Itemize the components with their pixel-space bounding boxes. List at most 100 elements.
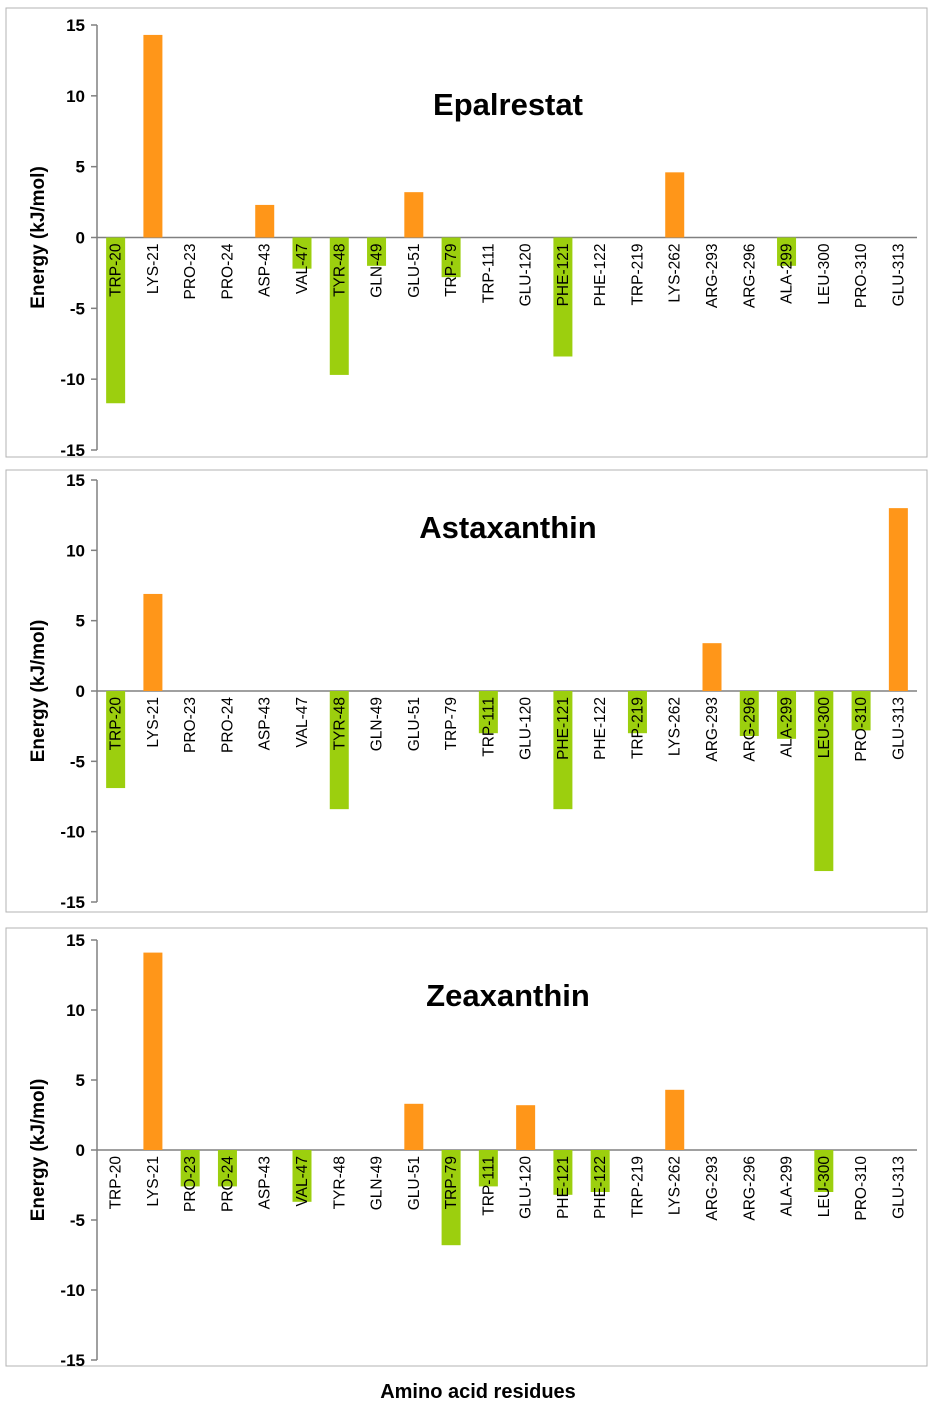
y-tick-label: 15: [66, 931, 85, 950]
category-label: ARG-293: [704, 244, 721, 309]
category-label: TRP-111: [480, 697, 497, 757]
category-label: PHE-121: [555, 244, 572, 307]
bar: [404, 192, 424, 238]
category-label: ARG-293: [704, 697, 721, 762]
category-label: ALA-299: [779, 1156, 796, 1216]
category-label: PRO-310: [853, 697, 870, 762]
bar: [553, 237, 573, 357]
category-label: LYS-262: [667, 244, 684, 303]
bar: [292, 237, 312, 269]
bar: [143, 34, 163, 238]
category-label: GLU-313: [890, 697, 907, 760]
category-label: ASP-43: [257, 697, 274, 750]
bar: [143, 593, 163, 691]
bar: [888, 508, 908, 691]
category-label: LEU-300: [816, 243, 833, 305]
bar: [180, 1150, 200, 1187]
category-label: VAL-47: [294, 244, 311, 295]
y-axis-title: Energy (kJ/mol): [28, 166, 49, 309]
y-tick-label: 0: [76, 682, 85, 701]
y-tick-label: 0: [76, 1141, 85, 1160]
category-label: TRP-219: [629, 1156, 646, 1218]
bar: [478, 1150, 498, 1187]
category-label: ALA-299: [779, 244, 796, 304]
category-label: PRO-24: [219, 697, 236, 753]
bar: [255, 204, 275, 238]
y-tick-label: -10: [60, 823, 85, 842]
bar: [516, 1105, 536, 1150]
bar: [702, 643, 722, 691]
category-label: ASP-43: [257, 244, 274, 297]
category-label: TYR-48: [331, 1156, 348, 1209]
y-axis-title: Energy (kJ/mol): [28, 1079, 49, 1222]
category-label: TRP-20: [108, 697, 125, 751]
y-tick-label: -15: [60, 441, 85, 460]
chart-frame: [5, 469, 928, 913]
category-label: TRP-111: [480, 244, 497, 304]
bar: [106, 691, 126, 789]
category-label: LYS-21: [145, 697, 162, 748]
category-label: TRP-20: [108, 243, 125, 297]
category-label: ARG-293: [704, 1156, 721, 1221]
category-label: GLU-120: [518, 1156, 535, 1219]
category-label: PRO-23: [182, 1156, 199, 1212]
category-label: GLU-51: [406, 244, 423, 298]
y-tick-label: -5: [70, 299, 85, 318]
bar: [404, 1103, 424, 1150]
category-label: LEU-300: [816, 697, 833, 759]
category-label: TRP-79: [443, 1156, 460, 1209]
bar: [217, 1150, 237, 1187]
category-label: GLN-49: [369, 244, 386, 298]
category-label: GLN-49: [369, 697, 386, 751]
bar: [367, 237, 387, 266]
bar: [553, 1150, 573, 1195]
category-label: GLU-313: [890, 244, 907, 307]
category-label: GLU-120: [518, 243, 535, 306]
category-label: TRP-20: [108, 1156, 125, 1210]
category-label: PHE-121: [555, 1156, 572, 1219]
y-tick-label: -10: [60, 370, 85, 389]
category-label: PRO-310: [853, 243, 870, 308]
bar: [777, 691, 797, 739]
y-tick-label: 15: [66, 16, 85, 35]
category-label: PRO-24: [219, 243, 236, 299]
category-label: LEU-300: [816, 1156, 833, 1218]
category-label: TYR-48: [331, 244, 348, 297]
bar: [777, 237, 797, 266]
bar: [441, 1150, 461, 1246]
bar: [106, 237, 126, 404]
bar: [292, 1150, 312, 1202]
category-label: LYS-21: [145, 1156, 162, 1207]
category-label: ARG-296: [741, 244, 758, 309]
category-label: ALA-299: [779, 697, 796, 757]
chart-frame: [5, 927, 928, 1367]
chart-title: Epalrestat: [433, 87, 583, 122]
chart-frame: [5, 7, 928, 458]
category-label: PRO-23: [182, 244, 199, 300]
y-tick-label: -5: [70, 752, 85, 771]
category-label: LYS-262: [667, 1156, 684, 1215]
y-tick-label: -10: [60, 1281, 85, 1300]
chart-title: Astaxanthin: [419, 510, 596, 545]
bar: [665, 1089, 685, 1150]
category-label: GLU-51: [406, 697, 423, 751]
category-label: GLU-51: [406, 1156, 423, 1210]
y-tick-label: -5: [70, 1211, 85, 1230]
bar: [590, 1150, 610, 1192]
category-label: VAL-47: [294, 697, 311, 748]
x-axis-label: Amino acid residues: [380, 1381, 576, 1403]
category-label: PHE-122: [592, 697, 609, 760]
bar: [478, 691, 498, 734]
category-label: LYS-21: [145, 244, 162, 295]
category-label: LYS-262: [667, 697, 684, 756]
bar: [329, 691, 349, 810]
y-tick-label: 5: [76, 1071, 85, 1090]
y-tick-label: 15: [66, 471, 85, 490]
category-label: PHE-121: [555, 697, 572, 760]
y-tick-label: 5: [76, 612, 85, 631]
category-label: TRP-79: [443, 697, 460, 750]
bar: [851, 691, 871, 731]
y-tick-label: -15: [60, 1351, 85, 1370]
y-tick-label: 0: [76, 229, 85, 248]
